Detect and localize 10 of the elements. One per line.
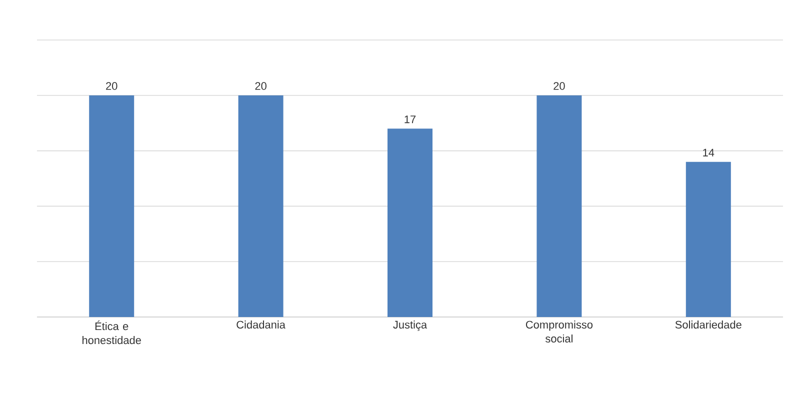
x-tick-label: Cidadania	[236, 320, 286, 329]
x-tick-label: Ética e honestidade	[82, 320, 141, 344]
data-label: 14	[703, 148, 714, 156]
data-label: 20	[554, 82, 565, 90]
data-label: 20	[106, 82, 118, 90]
data-label: 20	[255, 82, 266, 90]
x-tick-label: Justiça	[393, 320, 428, 331]
x-tick-label: Compromisso social	[526, 320, 593, 343]
data-label: 17	[404, 116, 416, 124]
x-tick-label: Solidariedade	[675, 320, 742, 329]
